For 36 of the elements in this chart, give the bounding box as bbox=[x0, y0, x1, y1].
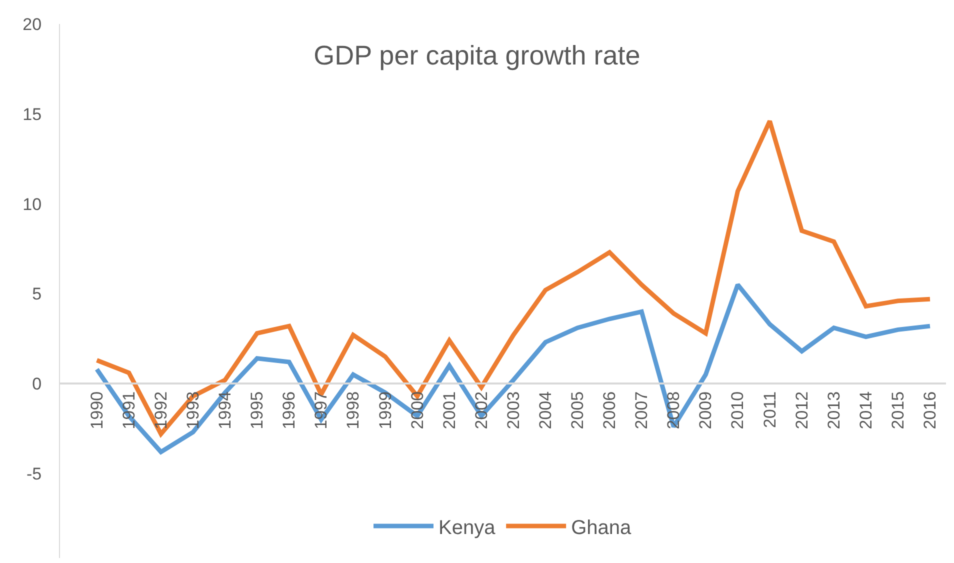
x-tick-label: 1991 bbox=[119, 391, 138, 430]
x-tick-label: 1992 bbox=[151, 391, 170, 430]
x-tick-label: 2007 bbox=[632, 391, 652, 430]
legend-label: Ghana bbox=[571, 516, 632, 539]
x-tick-label: 2011 bbox=[760, 391, 780, 428]
x-tick-label: 2006 bbox=[600, 391, 620, 430]
x-tick-label: 1998 bbox=[344, 391, 363, 430]
x-tick-label: 2012 bbox=[792, 391, 812, 430]
x-tick-label: 1995 bbox=[248, 391, 267, 430]
y-tick-label: 10 bbox=[22, 194, 42, 214]
x-tick-label: 2001 bbox=[440, 391, 459, 430]
x-tick-label: 2016 bbox=[920, 391, 940, 430]
y-tick-label: 15 bbox=[22, 104, 42, 124]
x-tick-label: 1993 bbox=[184, 391, 203, 430]
x-tick-label: 2000 bbox=[408, 391, 427, 430]
x-tick-label: 1990 bbox=[87, 391, 106, 430]
x-tick-label: 2008 bbox=[664, 391, 684, 430]
x-tick-label: 2010 bbox=[728, 391, 748, 430]
y-tick-label: 20 bbox=[22, 14, 42, 34]
y-tick-label: 5 bbox=[32, 284, 42, 304]
x-tick-label: 1994 bbox=[216, 391, 235, 430]
text: GDP per capita growth rate bbox=[314, 40, 640, 70]
x-tick-label: 2004 bbox=[536, 391, 555, 430]
x-tick-label: 1996 bbox=[280, 391, 299, 430]
x-tick-label: 2002 bbox=[472, 391, 491, 430]
x-tick-label: 1997 bbox=[312, 391, 331, 430]
x-tick-label: 2014 bbox=[856, 391, 876, 430]
y-tick-label: 0 bbox=[32, 374, 42, 394]
x-tick-label: 1999 bbox=[376, 391, 395, 430]
x-tick-label: 2013 bbox=[824, 391, 844, 430]
x-tick-label: 2005 bbox=[568, 391, 588, 430]
x-tick-label: 2015 bbox=[888, 391, 908, 430]
x-tick-label: 2003 bbox=[504, 391, 523, 430]
legend-label: Kenya bbox=[438, 516, 496, 539]
y-tick-label: -5 bbox=[26, 464, 42, 484]
x-tick-label: 2009 bbox=[696, 391, 716, 430]
